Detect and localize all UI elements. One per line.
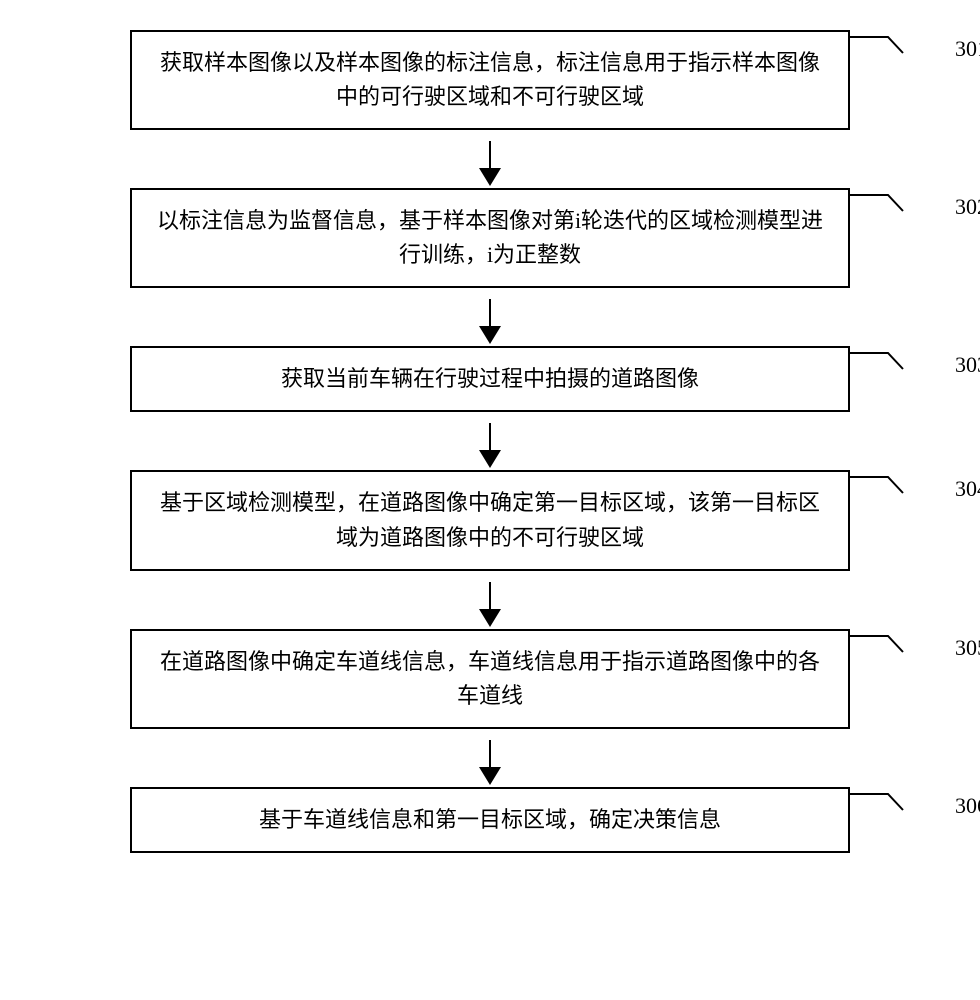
arrow-icon bbox=[130, 130, 850, 188]
step-box-306: 基于车道线信息和第一目标区域，确定决策信息 306 bbox=[130, 787, 850, 853]
step-box-302: 以标注信息为监督信息，基于样本图像对第i轮迭代的区域检测模型进行训练，i为正整数… bbox=[130, 188, 850, 288]
step-label: 304 bbox=[955, 472, 980, 506]
label-connector-icon bbox=[848, 792, 908, 814]
arrow-icon bbox=[130, 571, 850, 629]
step-text: 在道路图像中确定车道线信息，车道线信息用于指示道路图像中的各车道线 bbox=[152, 645, 828, 713]
arrow-icon bbox=[130, 288, 850, 346]
step-text: 基于车道线信息和第一目标区域，确定决策信息 bbox=[259, 803, 721, 837]
arrow-icon bbox=[130, 729, 850, 787]
step-label: 305 bbox=[955, 631, 980, 665]
label-connector-icon bbox=[848, 35, 908, 57]
step-text: 以标注信息为监督信息，基于样本图像对第i轮迭代的区域检测模型进行训练，i为正整数 bbox=[152, 204, 828, 272]
step-box-304: 基于区域检测模型，在道路图像中确定第一目标区域，该第一目标区域为道路图像中的不可… bbox=[130, 470, 850, 570]
label-connector-icon bbox=[848, 351, 908, 373]
step-box-301: 获取样本图像以及样本图像的标注信息，标注信息用于指示样本图像中的可行驶区域和不可… bbox=[130, 30, 850, 130]
label-connector-icon bbox=[848, 193, 908, 215]
step-label: 302 bbox=[955, 190, 980, 224]
step-label: 301 bbox=[955, 32, 980, 66]
arrow-icon bbox=[130, 412, 850, 470]
flowchart-container: 获取样本图像以及样本图像的标注信息，标注信息用于指示样本图像中的可行驶区域和不可… bbox=[60, 30, 920, 853]
step-label: 306 bbox=[955, 789, 980, 823]
step-text: 基于区域检测模型，在道路图像中确定第一目标区域，该第一目标区域为道路图像中的不可… bbox=[152, 486, 828, 554]
step-text: 获取样本图像以及样本图像的标注信息，标注信息用于指示样本图像中的可行驶区域和不可… bbox=[152, 46, 828, 114]
label-connector-icon bbox=[848, 475, 908, 497]
step-box-303: 获取当前车辆在行驶过程中拍摄的道路图像 303 bbox=[130, 346, 850, 412]
step-label: 303 bbox=[955, 348, 980, 382]
step-box-305: 在道路图像中确定车道线信息，车道线信息用于指示道路图像中的各车道线 305 bbox=[130, 629, 850, 729]
step-text: 获取当前车辆在行驶过程中拍摄的道路图像 bbox=[281, 362, 699, 396]
label-connector-icon bbox=[848, 634, 908, 656]
